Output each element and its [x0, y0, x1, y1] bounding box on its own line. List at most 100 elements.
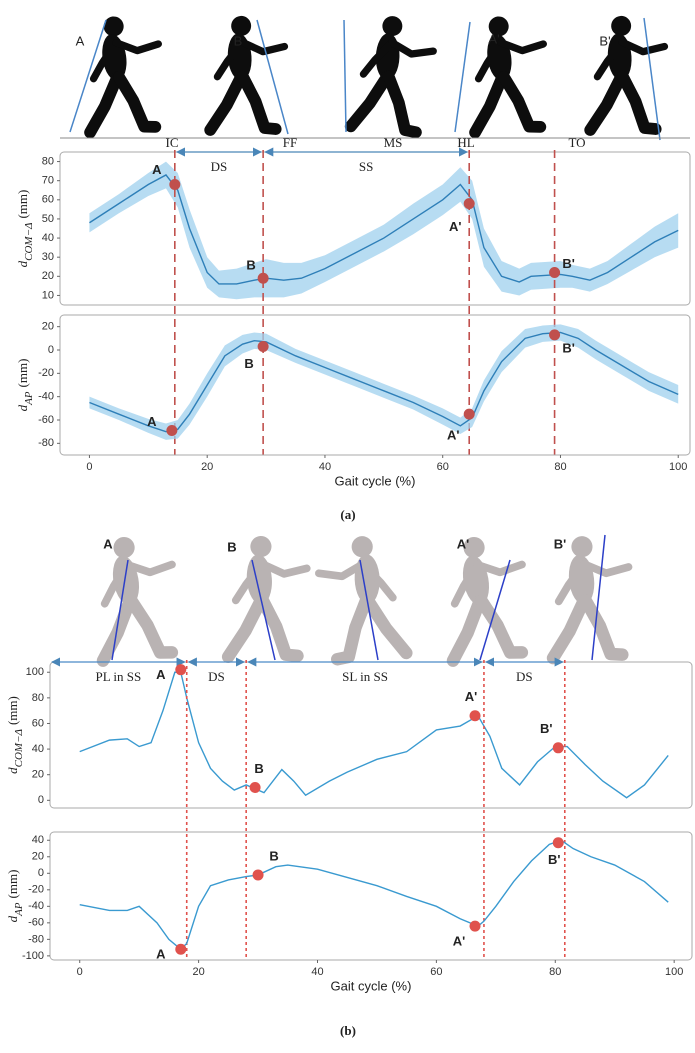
pose-line [479, 559, 511, 661]
phase-label: PL in SS [95, 669, 141, 684]
y-label-symbol: d [15, 404, 30, 411]
limb [221, 594, 268, 664]
silhouette [344, 16, 437, 139]
y-tick-label: 20 [42, 321, 54, 333]
phase-label: SL in SS [342, 669, 388, 684]
limb [618, 38, 669, 56]
marker-label: A [156, 667, 166, 682]
y-tick-label: -40 [28, 900, 44, 912]
limb [204, 70, 247, 136]
gait-event: HL [457, 135, 474, 150]
y-tick-label: -80 [38, 437, 54, 449]
event-marker [463, 198, 475, 210]
head [571, 536, 593, 558]
pose-label: A [76, 33, 85, 48]
pose-line [454, 21, 471, 133]
x-tick-label: 80 [554, 461, 566, 473]
y-tick-label: 100 [26, 666, 44, 678]
silhouette [315, 536, 413, 666]
y-label-unit: (mm) [15, 359, 30, 388]
pose-line [256, 19, 289, 135]
limb [96, 595, 136, 667]
head [113, 537, 135, 559]
y-label-symbol: d [5, 915, 20, 922]
marker-label: A' [465, 689, 477, 704]
y-tick-label: -20 [28, 884, 44, 896]
limb [112, 38, 162, 55]
limb [84, 71, 124, 139]
line [89, 174, 679, 285]
head [103, 16, 124, 37]
y-tick-label: 70 [42, 175, 54, 187]
gait-event: TO [568, 135, 585, 150]
pose-label: A [103, 536, 113, 551]
plot-frame [59, 314, 691, 456]
marker-label: B' [562, 340, 574, 355]
marker-label: B [246, 258, 255, 273]
limb [256, 594, 304, 663]
event-marker [549, 266, 561, 278]
x-tick-label: 0 [86, 461, 92, 473]
head [351, 536, 373, 558]
limb [616, 70, 662, 135]
limb [236, 70, 282, 135]
limb [388, 38, 437, 58]
y-tick-label: 60 [42, 194, 54, 206]
limb [344, 70, 393, 133]
pose-label: B [234, 33, 243, 48]
y-axis-label: dAP (mm) [5, 870, 25, 923]
event-marker [249, 782, 261, 794]
silhouette [469, 16, 547, 139]
confidence-band [89, 324, 679, 440]
x-tick-label: 100 [665, 966, 683, 978]
limb [474, 38, 505, 83]
y-tick-label: 10 [42, 289, 54, 301]
limb [498, 71, 547, 133]
y-label-subscript: COM−Δ [13, 729, 25, 767]
x-tick-label: 60 [437, 461, 449, 473]
y-tick-label: -20 [38, 367, 54, 379]
pose-line [643, 17, 661, 141]
head [231, 15, 252, 36]
y-tick-label: 80 [42, 155, 54, 167]
limb [546, 594, 591, 665]
panel-caption: (a) [340, 507, 355, 522]
y-tick-label: -60 [28, 917, 44, 929]
phase-label: DS [208, 669, 225, 684]
y-label-subscript: AP [23, 391, 35, 406]
phase-label: DS [211, 159, 228, 174]
marker-label: B [254, 761, 263, 776]
y-axis-label: dCOM−Δ (mm) [15, 190, 35, 268]
x-tick-label: 20 [192, 966, 204, 978]
event-marker [463, 408, 475, 420]
y-label-symbol: d [15, 260, 30, 267]
event-marker [252, 869, 264, 881]
limb [469, 71, 509, 139]
silhouette [96, 537, 179, 667]
gait-event: FF [283, 135, 297, 150]
pose-line [111, 559, 129, 661]
silhouette [584, 15, 669, 136]
plot-frame [49, 831, 693, 961]
pose-line [343, 19, 347, 133]
x-tick-label: 40 [311, 966, 323, 978]
y-tick-label: 0 [38, 867, 44, 879]
pose-label: B [227, 539, 236, 554]
marker-label: A' [449, 219, 461, 234]
event-marker [469, 920, 481, 932]
limb [361, 594, 413, 660]
y-tick-label: 40 [32, 834, 44, 846]
x-tick-label: 100 [669, 461, 687, 473]
limb [475, 594, 529, 659]
event-marker [469, 710, 481, 722]
marker-label: B' [562, 256, 574, 271]
y-tick-label: 0 [48, 344, 54, 356]
pose-line [251, 559, 276, 661]
limb [213, 38, 246, 81]
marker-label: A [152, 162, 162, 177]
limb [473, 560, 526, 577]
limb [258, 559, 311, 578]
line [89, 331, 679, 433]
limb [125, 594, 179, 659]
y-tick-label: -100 [22, 950, 44, 962]
